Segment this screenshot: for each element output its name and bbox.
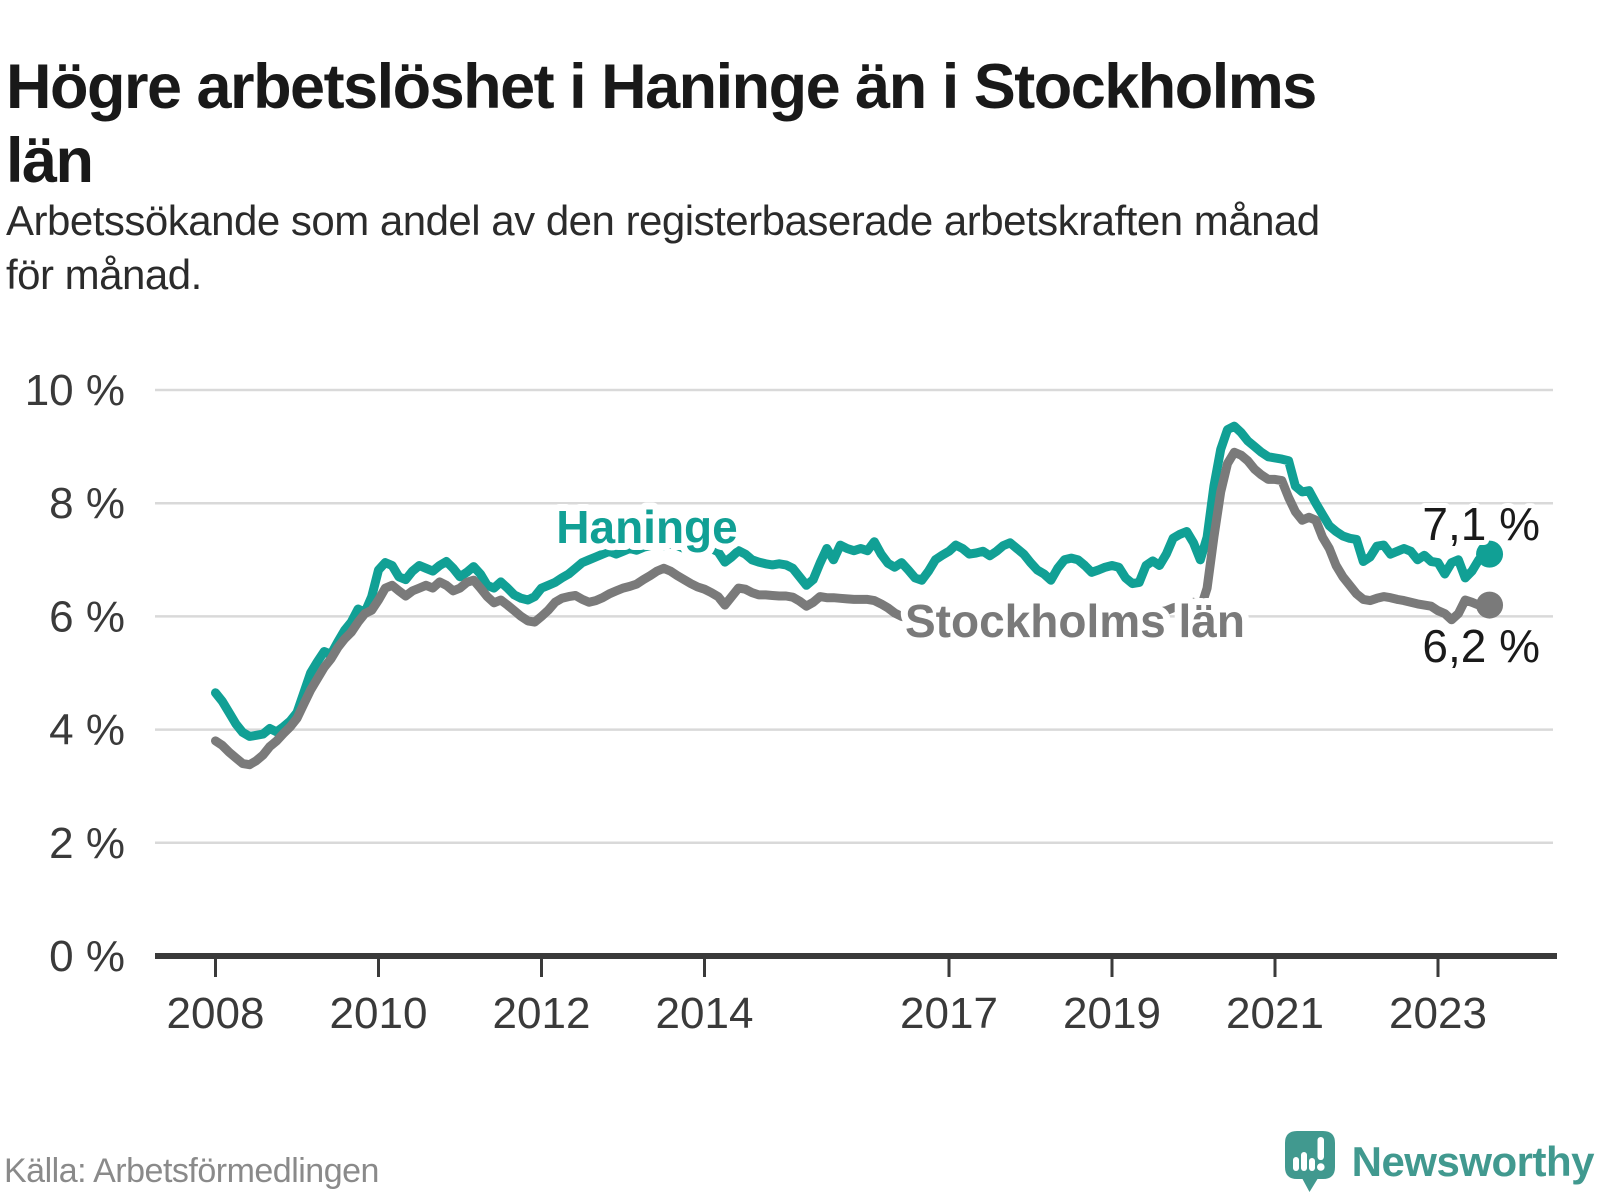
- series-label-haninge: Haninge: [556, 501, 737, 553]
- end-dot-stockholms-lan: [1476, 591, 1504, 619]
- y-axis-label-10pct: 10 %: [25, 366, 125, 415]
- subtitle-line-1: Arbetssökande som andel av den registerb…: [6, 197, 1320, 244]
- page-title: Högre arbetslöshet i Haninge än i Stockh…: [6, 50, 1586, 198]
- y-axis-label-6pct: 6 %: [49, 592, 125, 641]
- line-stockholms-lan: [211, 447, 1490, 770]
- source-note: Källa: Arbetsförmedlingen: [4, 1152, 379, 1190]
- x-axis-label-2014: 2014: [656, 989, 754, 1038]
- x-axis-label-2010: 2010: [330, 989, 428, 1038]
- y-axis-label-4pct: 4 %: [49, 706, 125, 755]
- x-axis-label-2012: 2012: [493, 989, 591, 1038]
- newsworthy-logo: Newsworthy: [1284, 1130, 1595, 1194]
- exclamation-bar: [1317, 1137, 1324, 1160]
- x-axis-label-2017: 2017: [900, 989, 998, 1038]
- end-value-label-haninge: 7,1 %: [1422, 498, 1540, 550]
- newsworthy-logo-icon: [1284, 1131, 1335, 1192]
- bar-chart-bar-3: [1308, 1158, 1315, 1171]
- bar-chart-bar-1: [1292, 1157, 1299, 1171]
- end-value-label-stockholms-lan: 6,2 %: [1422, 620, 1540, 672]
- x-axis-label-2023: 2023: [1389, 989, 1487, 1038]
- exclamation-dot: [1316, 1163, 1325, 1171]
- title-line-2: län: [6, 126, 94, 197]
- y-axis-label-0pct: 0 %: [49, 932, 125, 981]
- end-dot-haninge: [1476, 540, 1504, 568]
- y-axis-label-2pct: 2 %: [49, 819, 125, 868]
- x-axis-label-2021: 2021: [1226, 989, 1324, 1038]
- subtitle-line-2: för månad.: [6, 251, 202, 298]
- line-haninge: [211, 421, 1490, 741]
- series-label-stockholms-lan: Stockholms län: [905, 595, 1245, 647]
- title-line-1: Högre arbetslöshet i Haninge än i Stockh…: [6, 52, 1317, 123]
- y-axis-label-8pct: 8 %: [49, 479, 125, 528]
- bar-chart-bar-2: [1300, 1152, 1307, 1171]
- chart-subtitle: Arbetssökande som andel av den registerb…: [6, 194, 1576, 302]
- x-axis-label-2008: 2008: [167, 989, 265, 1038]
- x-axis-label-2019: 2019: [1063, 989, 1161, 1038]
- newsworthy-logo-text: Newsworthy: [1351, 1138, 1595, 1185]
